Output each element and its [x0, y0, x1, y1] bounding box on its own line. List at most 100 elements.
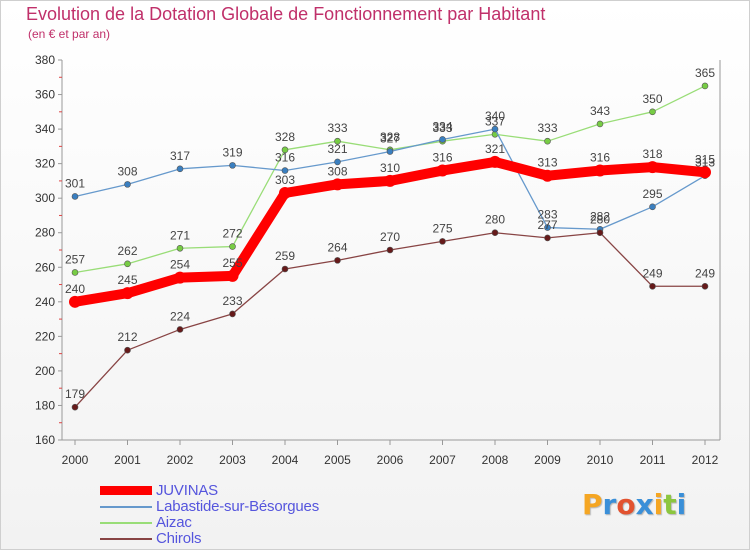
- data-point: [121, 287, 134, 300]
- data-label: 271: [170, 228, 190, 242]
- logo-letter: x: [635, 488, 654, 521]
- data-point: [69, 295, 81, 308]
- data-point: [124, 181, 131, 188]
- data-point: [386, 246, 394, 254]
- data-point: [176, 326, 184, 333]
- legend: JUVINAS Labastide-sur-Bésorgues Aizac Ch…: [100, 482, 400, 547]
- data-label: 350: [642, 92, 662, 106]
- data-point: [649, 108, 656, 116]
- y-tick-label: 300: [35, 191, 55, 205]
- data-label: 343: [590, 104, 610, 118]
- data-label: 316: [590, 151, 610, 165]
- data-label: 308: [327, 164, 347, 178]
- legend-swatch: [100, 486, 152, 495]
- legend-item-aizac: Aizac: [100, 514, 400, 531]
- data-label: 257: [65, 252, 85, 266]
- data-label: 240: [65, 282, 85, 296]
- y-tick-label: 220: [35, 329, 55, 343]
- data-label: 328: [275, 130, 295, 144]
- data-label: 275: [432, 221, 452, 235]
- data-point: [649, 203, 656, 211]
- legend-label: Labastide-sur-Bésorgues: [156, 498, 319, 515]
- series-lines: [69, 82, 711, 411]
- y-tick-label: 160: [35, 433, 55, 447]
- data-label: 327: [380, 132, 400, 146]
- data-point: [281, 146, 289, 154]
- y-tick-label: 340: [35, 122, 55, 136]
- data-point: [646, 161, 659, 174]
- data-point: [334, 257, 341, 264]
- data-label: 318: [642, 147, 662, 161]
- chart-title: Evolution de la Dotation Globale de Fonc…: [26, 4, 546, 24]
- x-tick-label: 2006: [377, 453, 404, 467]
- y-tick-label: 180: [35, 398, 55, 412]
- data-label: 316: [275, 151, 295, 165]
- data-point: [649, 282, 656, 290]
- data-point: [229, 243, 236, 250]
- legend-item-chirols: Chirols: [100, 530, 400, 547]
- logo-letter: i: [653, 488, 664, 521]
- data-point: [491, 229, 499, 237]
- legend-label: Chirols: [156, 530, 202, 547]
- data-point: [596, 120, 604, 128]
- data-point: [279, 187, 291, 199]
- data-label: 280: [590, 213, 610, 227]
- x-tick-label: 2002: [167, 453, 194, 467]
- data-label: 308: [117, 164, 137, 178]
- data-label: 254: [170, 258, 190, 272]
- data-label: 365: [695, 66, 715, 80]
- data-label: 303: [275, 173, 295, 187]
- data-point: [226, 269, 239, 282]
- data-point: [124, 260, 131, 268]
- x-tick-label: 2010: [587, 453, 614, 467]
- chart-subtitle: (en € et par an): [28, 27, 111, 41]
- y-tick-label: 280: [35, 226, 55, 240]
- data-point: [594, 164, 606, 177]
- data-point: [491, 125, 499, 133]
- data-point: [701, 282, 709, 290]
- data-point: [281, 265, 289, 273]
- data-label: 310: [380, 161, 400, 175]
- x-tick-label: 2008: [482, 453, 509, 467]
- axes: 160 180 200 220 240 260 280 300 320 340 360 380 2000…: [35, 53, 721, 467]
- data-label: 295: [642, 187, 662, 201]
- data-point: [544, 137, 551, 145]
- x-tick-label: 2009: [534, 453, 561, 467]
- data-label: 337: [485, 114, 505, 128]
- data-label: 317: [170, 149, 190, 163]
- data-label: 272: [222, 227, 242, 241]
- data-point: [281, 167, 289, 174]
- data-label: 262: [117, 244, 137, 258]
- data-point: [71, 403, 79, 411]
- data-label: 316: [432, 151, 452, 165]
- data-point: [331, 178, 344, 191]
- legend-swatch: [100, 506, 152, 508]
- data-label: 245: [117, 273, 137, 287]
- y-tick-label: 380: [35, 53, 55, 67]
- logo-letter: o: [616, 488, 636, 521]
- data-label: 282: [590, 209, 610, 223]
- data-point: [174, 271, 186, 284]
- data-point: [71, 193, 79, 200]
- data-label: 321: [327, 142, 347, 156]
- proxiti-logo: Proxiti: [582, 488, 686, 521]
- data-point: [596, 229, 604, 237]
- data-point: [176, 244, 184, 252]
- x-tick-label: 2012: [692, 453, 719, 467]
- x-tick-label: 2007: [429, 453, 456, 467]
- legend-item-labastide: Labastide-sur-Bésorgues: [100, 498, 400, 515]
- data-point: [436, 164, 449, 177]
- data-label: 259: [275, 249, 295, 263]
- data-label: 313: [537, 156, 557, 170]
- legend-item-juvinas: JUVINAS: [100, 482, 400, 499]
- x-tick-label: 2001: [114, 453, 141, 467]
- y-tick-label: 240: [35, 295, 55, 309]
- data-point: [701, 82, 709, 90]
- data-label: 283: [537, 208, 557, 222]
- data-label: 233: [222, 294, 242, 308]
- data-label: 328: [380, 130, 400, 144]
- logo-letter: P: [582, 488, 603, 521]
- x-tick-label: 2003: [219, 453, 246, 467]
